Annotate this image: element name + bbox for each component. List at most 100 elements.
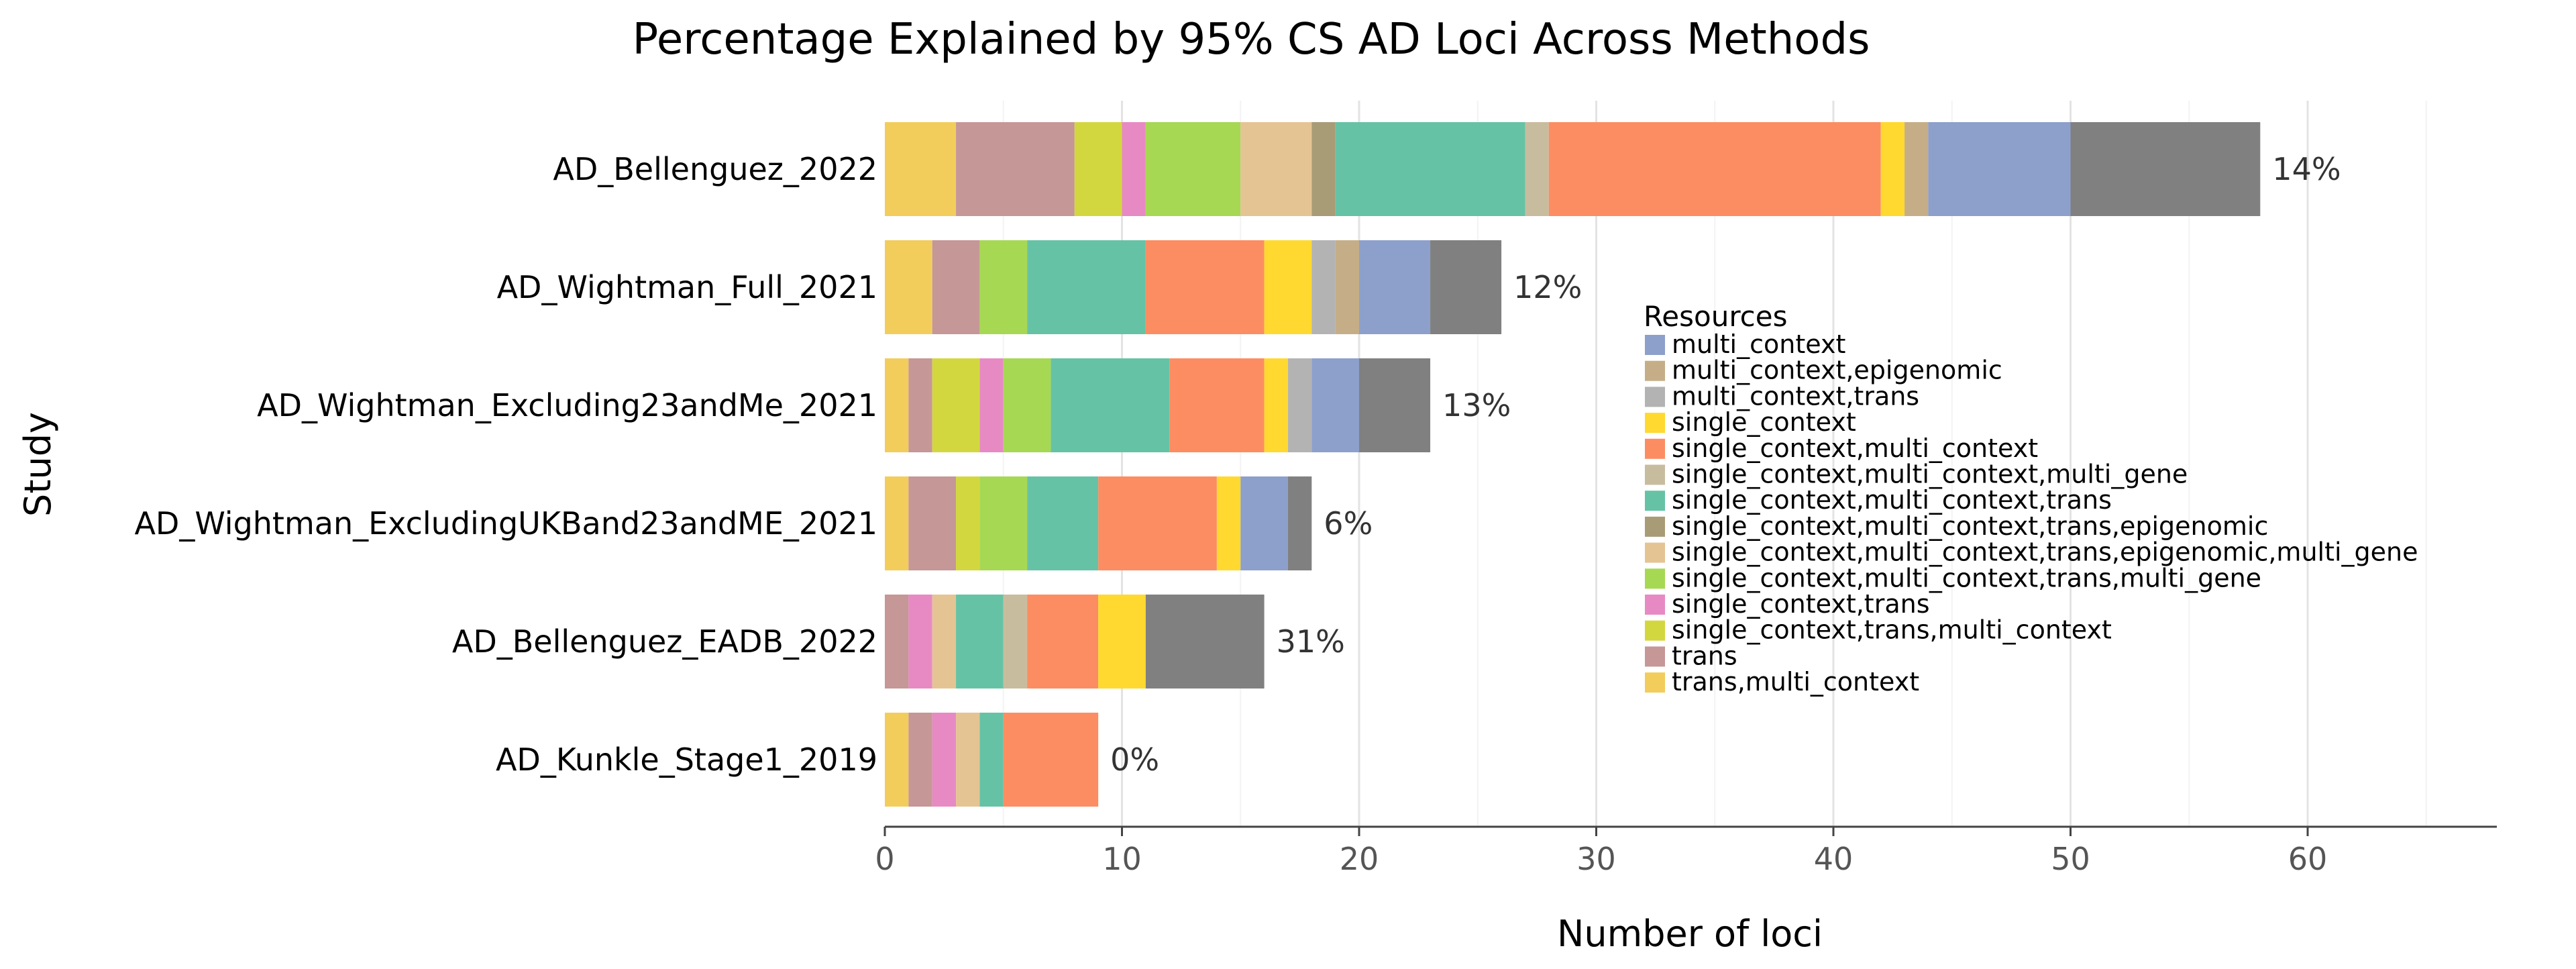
bar-segment (1145, 240, 1265, 334)
legend-swatch (1645, 542, 1665, 563)
bar-segment (979, 476, 1028, 570)
bar-segment (1003, 358, 1051, 452)
bar-segment (1359, 240, 1431, 334)
legend-items: multi_contextmulti_context,epigenomicmul… (1645, 329, 2418, 697)
legend-label: multi_context,trans (1672, 381, 1919, 411)
bar-segment (1880, 122, 1905, 216)
legend-swatch (1645, 335, 1665, 355)
bar-segment (956, 122, 1075, 216)
bar-segment (1287, 358, 1312, 452)
bar-segment (908, 358, 932, 452)
category-label: AD_Wightman_Excluding23andMe_2021 (257, 387, 877, 423)
bar-segment (979, 358, 1004, 452)
legend-swatch (1645, 646, 1665, 667)
bar-segment (885, 713, 909, 807)
y-axis-label: Study (17, 412, 59, 517)
legend: Resources multi_contextmulti_context,epi… (1644, 300, 2418, 697)
bar-segment (1240, 122, 1312, 216)
bar-segment (1122, 122, 1146, 216)
bar-segment (1027, 240, 1146, 334)
bar-segment (1169, 358, 1265, 452)
legend-label: single_context,multi_context,trans (1672, 485, 2112, 515)
bar-segment (1051, 358, 1170, 452)
bar-segment (1264, 240, 1312, 334)
bar-segment (1359, 358, 1431, 452)
bar-segment (1335, 240, 1359, 334)
bar-segment (1216, 476, 1241, 570)
bar-segment (1145, 595, 1265, 688)
bars-layer (885, 122, 2261, 807)
bar-segment (932, 240, 980, 334)
bar-segment (1548, 122, 1881, 216)
x-tick-label: 30 (1576, 841, 1616, 877)
legend-label: single_context,multi_context,multi_gene (1672, 460, 2188, 489)
bar-segment (1430, 240, 1502, 334)
bar-segment (908, 595, 932, 688)
bar-segment (1525, 122, 1549, 216)
bar-segment (1098, 595, 1146, 688)
bar-segment (885, 476, 909, 570)
category-label: AD_Bellenguez_2022 (553, 151, 877, 187)
bar-segment (1287, 476, 1312, 570)
bar-segment (885, 595, 909, 688)
bar-segment (1003, 595, 1028, 688)
bar-segment (1027, 595, 1099, 688)
grid-layer (1002, 101, 2427, 827)
bar-segment (1311, 358, 1359, 452)
x-axis-label: Number of loci (1557, 913, 1823, 955)
category-label: AD_Wightman_ExcludingUKBand23andME_2021 (134, 505, 877, 542)
legend-swatch (1645, 360, 1665, 381)
chart-title: Percentage Explained by 95% CS AD Loci A… (633, 15, 1870, 64)
category-label: AD_Kunkle_Stage1_2019 (496, 742, 877, 778)
legend-swatch (1645, 387, 1665, 407)
legend-label: trans,multi_context (1672, 667, 1919, 697)
bar-segment (956, 595, 1004, 688)
x-tick-label: 20 (1340, 841, 1379, 877)
legend-label: multi_context,epigenomic (1672, 356, 2002, 385)
category-label: AD_Bellenguez_EADB_2022 (452, 623, 877, 660)
bar-segment (908, 476, 957, 570)
legend-swatch (1645, 620, 1665, 641)
bar-segment (1240, 476, 1288, 570)
percent-label: 6% (1324, 505, 1373, 542)
x-tick-label: 60 (2288, 841, 2328, 877)
bar-segment (908, 713, 932, 807)
x-tick-label: 40 (1814, 841, 1854, 877)
bar-segment (1335, 122, 1525, 216)
legend-label: single_context,multi_context,trans,epige… (1672, 511, 2268, 541)
axis-layer: 0 10 20 30 40 50 60 (875, 825, 2497, 877)
legend-label: single_context,multi_context,trans,epige… (1672, 538, 2418, 567)
bar-segment (1928, 122, 2071, 216)
bar-segment (1145, 122, 1241, 216)
legend-swatch (1645, 413, 1665, 434)
bar-segment (979, 240, 1028, 334)
bar-segment (1311, 122, 1336, 216)
legend-label: single_context,trans (1672, 589, 1930, 619)
bar-segment (956, 713, 980, 807)
legend-label: multi_context (1672, 329, 1845, 359)
bar-segment (979, 713, 1004, 807)
bar-segment (2070, 122, 2261, 216)
bar-segment (932, 358, 980, 452)
legend-swatch (1645, 516, 1665, 537)
bar-segment (1264, 358, 1288, 452)
bar-segment (1074, 122, 1122, 216)
legend-label: single_context,trans,multi_context (1672, 615, 2112, 645)
bar-segment (1904, 122, 1929, 216)
x-tick-label: 0 (875, 841, 894, 877)
bar-segment (1027, 476, 1099, 570)
bar-segment (885, 122, 957, 216)
legend-swatch (1645, 595, 1665, 615)
percent-label: 13% (1442, 387, 1511, 423)
legend-label: single_context,multi_context (1672, 434, 2038, 463)
bar-segment (1311, 240, 1336, 334)
bar-segment (1098, 476, 1217, 570)
percent-label: 14% (2272, 151, 2341, 187)
bar-segment (885, 358, 909, 452)
percent-label: 0% (1110, 742, 1159, 778)
category-label: AD_Wightman_Full_2021 (497, 269, 877, 305)
bar-segment (1003, 713, 1099, 807)
legend-label: single_context,multi_context,trans,multi… (1672, 563, 2261, 593)
